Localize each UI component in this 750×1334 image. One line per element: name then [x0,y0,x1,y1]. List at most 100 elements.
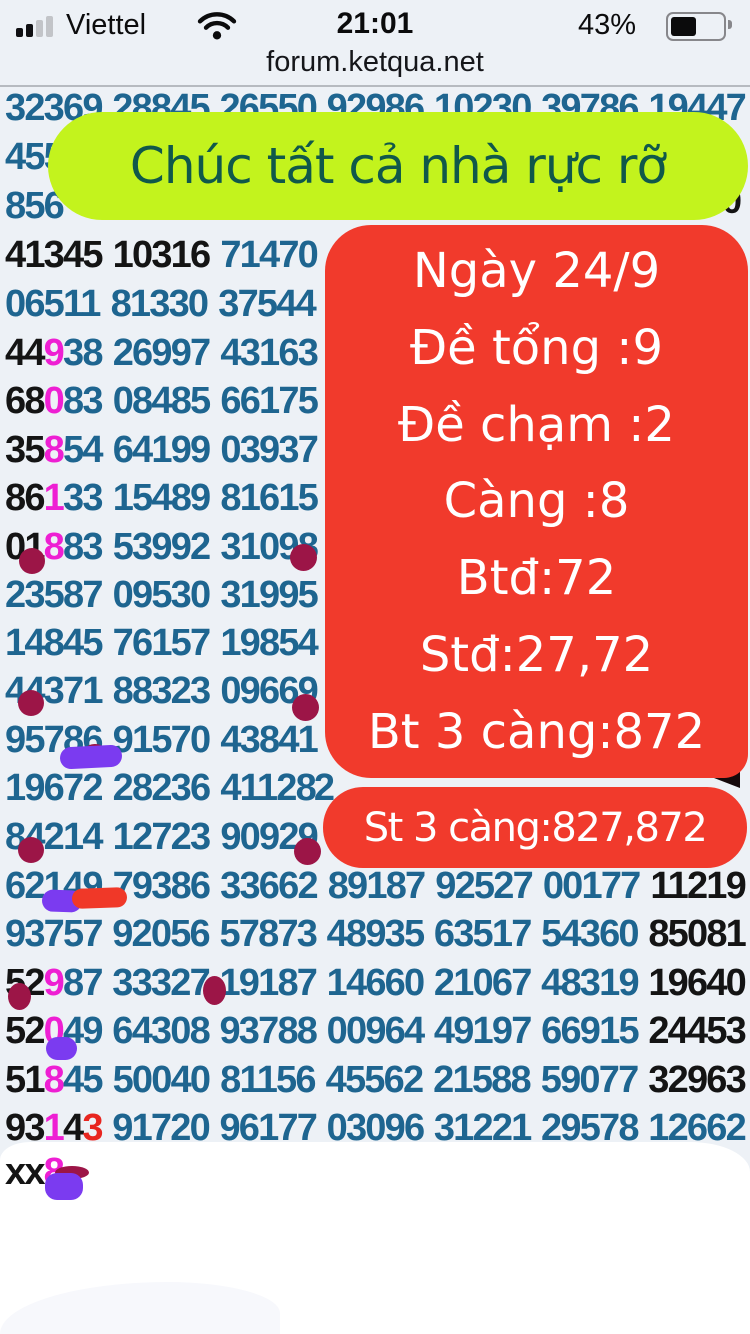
digit-segment: 19640 [648,962,746,1004]
number-group: 49197 [433,1010,532,1052]
number-group: 31995 [220,575,318,615]
prediction-footer: St 3 càng:827,872 [323,787,747,868]
number-group: 66175 [220,381,318,421]
status-bar: Viettel 21:01 43% [0,0,750,44]
digit-segment: 45562 [325,1059,424,1101]
number-row: 86133 15489 81615 [0,478,319,518]
digit-segment: 85081 [648,913,746,955]
number-row: 14845 76157 19854 [0,622,319,664]
digit-segment: 38 [63,332,103,374]
number-row: 23587 09530 31995 [0,574,319,616]
number-group: 19672 [5,767,103,809]
number-group: 15489 [113,478,211,518]
digit-segment: 66915 [541,1010,639,1052]
number-group: 57873 [219,914,317,954]
number-row: 01883 53992 31098 [0,526,319,568]
number-group: 63517 [434,914,532,954]
number-group: 33662 [220,865,318,907]
digit-segment: 33662 [220,865,318,907]
number-row: 44371 88323 09669 [0,671,319,711]
number-group: 06511 [5,283,101,325]
annotation-scribble [71,887,128,909]
number-row: 41345 10316 71470 [0,234,319,276]
digit-segment: 64199 [112,429,211,471]
digit-segment: 2 [313,767,335,809]
number-group: 24453 [648,1010,746,1052]
digit-segment: 41128 [220,767,316,809]
number-group: 71470 [220,234,318,276]
greeting-banner: Chúc tất cả nhà rực rỡ [48,112,748,220]
digit-segment: 71470 [220,234,318,276]
digit-segment: 19672 [5,767,103,809]
prediction-footer-label: St 3 càng:827,872 [363,804,708,851]
digit-segment: 54360 [541,913,639,955]
number-row: 06511 81330 37544 [0,283,317,325]
annotation-dot [294,838,321,865]
digit-segment: 12662 [648,1107,746,1149]
prediction-line: Bt 3 càng:872 [367,703,706,760]
number-group: 21067 [434,963,532,1003]
digit-segment: 14660 [326,962,425,1004]
digit-segment: 64308 [112,1010,210,1052]
prediction-line: Đề chạm :2 [398,396,675,453]
number-group: 33327 [112,962,210,1004]
number-group: 00964 [327,1011,425,1051]
digit-segment: 29578 [541,1107,639,1149]
annotation-dot [203,976,226,1005]
digit-segment: 83 [63,526,103,568]
digit-segment: 93788 [219,1010,317,1052]
digit-segment: 50040 [112,1059,211,1101]
number-group: 89187 [328,866,426,906]
digit-segment: 76157 [112,622,211,664]
number-group: 96177 [219,1108,317,1148]
number-group: 19187 [219,962,317,1004]
digit-segment: 24453 [648,1010,746,1052]
number-row: 93143 91720 96177 03096 31221 29578 12662 [0,1108,750,1148]
number-group: 51845 [5,1059,103,1101]
digit-segment: 19187 [219,962,317,1004]
clock-label: 21:01 [336,7,414,40]
battery-icon [666,12,726,41]
digit-segment: 26997 [112,332,211,374]
digit-segment: 33327 [112,962,210,1004]
digit-segment: 91570 [112,719,211,761]
number-group: 19854 [220,622,318,664]
digit-segment: 92056 [112,913,210,955]
number-group: 00177 [543,866,641,906]
number-row: 35854 64199 03937 [0,429,319,471]
digit-segment: 81330 [110,283,209,325]
number-group: 21588 [433,1059,531,1101]
digit-segment: 49197 [433,1010,532,1052]
url-bar[interactable]: forum.ketqua.net [0,46,750,86]
number-group: 81156 [220,1060,316,1100]
digit-segment: 43841 [220,719,318,761]
number-group: 53992 [113,527,211,567]
number-group: 54360 [541,913,639,955]
digit-segment: 23587 [5,574,103,616]
greeting-banner-label: Chúc tất cả nhà rực rỡ [129,137,667,195]
number-group: 01883 [5,526,103,568]
number-group: 64199 [112,429,211,471]
digit-segment: 8 [43,1059,65,1101]
number-group: 29578 [541,1107,639,1149]
digit-segment: 06511 [5,283,101,325]
number-group: 45562 [325,1059,424,1101]
digit-segment: 93 [5,1107,45,1149]
digit-segment: 21588 [433,1059,531,1101]
url-label[interactable]: forum.ketqua.net [266,46,484,78]
annotation-dot [18,690,44,716]
digit-segment: 92527 [435,865,533,907]
digit-segment: 03096 [326,1107,425,1149]
number-row: 51845 50040 81156 45562 21588 59077 32963 [0,1060,750,1100]
digit-segment: 19854 [220,622,318,664]
number-group: 43841 [220,719,318,761]
number-row: 19672 28236 41128 2 [0,767,335,809]
number-row: 52049 64308 93788 00964 49197 66915 24453 [0,1011,750,1051]
number-group: 86133 [5,478,103,518]
annotation-dot [292,694,319,721]
annotation-scribble [59,744,123,770]
signal-bars-icon [16,16,53,37]
digit-segment: 11219 [650,865,746,907]
number-group: 43163 [220,333,318,373]
prediction-card: Ngày 24/9 Đề tổng :9 Đề chạm :2 Càng :8 Btđ:… [325,225,748,778]
